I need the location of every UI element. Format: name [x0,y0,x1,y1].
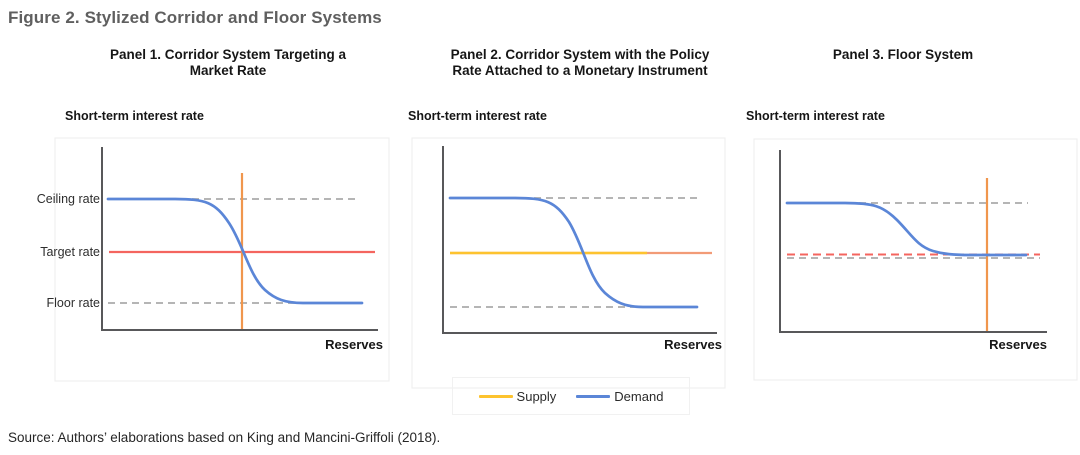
panel2-chart [411,137,726,389]
panel3-demand-curve [785,201,1028,257]
figure-title: Figure 2. Stylized Corridor and Floor Sy… [8,8,382,27]
panel3-xaxis-label: Reserves [989,337,1047,352]
panel1-target-rate-label: Target rate [40,245,100,259]
panel1-axes [101,147,378,331]
panel2-title: Panel 2. Corridor System with the Policy… [427,47,733,79]
panel1-title-line2: Market Rate [189,63,267,79]
panel3-frame [753,138,1078,381]
panel1-demand-curve [106,197,364,305]
panel3-chart [753,138,1078,381]
panel2-title-line2: Rate Attached to a Monetary Instrument [452,63,708,79]
panel2-frame [411,137,726,389]
panel3-title: Panel 3. Floor System [750,47,1056,63]
panel2-yaxis-label: Short-term interest rate [408,109,547,123]
panel1-title: Panel 1. Corridor System Targeting a Mar… [75,47,381,79]
legend-supply-label: Supply [516,388,557,404]
panel2-demand-curve [448,196,699,309]
legend-item-demand: Demand [576,389,663,404]
panel3-axes [779,150,1047,333]
panel3-title-line1: Panel 3. Floor System [832,47,974,62]
panel1-chart [54,137,390,382]
legend-demand-label: Demand [614,388,664,404]
panel3-yaxis-label: Short-term interest rate [746,109,885,123]
legend: Supply Demand [452,377,690,415]
panel1-yaxis-label: Short-term interest rate [65,109,204,123]
panel1-floor-rate-label: Floor rate [46,296,101,310]
panel2-title-line1: Panel 2. Corridor System with the Policy [450,47,710,62]
panel2-axes [442,146,717,334]
legend-item-supply: Supply [478,388,557,404]
panel1-title-line1: Panel 1. Corridor System Targeting a [109,47,347,62]
demand-line-swatch [576,394,611,398]
panel1-ceiling-rate-label: Ceiling rate [36,192,100,206]
source-note: Source: Authors’ elaborations based on K… [8,430,441,445]
panel1-frame [54,137,390,382]
panel1-xaxis-label: Reserves [325,337,383,352]
panel2-xaxis-label: Reserves [664,337,722,352]
supply-line-swatch [478,394,513,398]
